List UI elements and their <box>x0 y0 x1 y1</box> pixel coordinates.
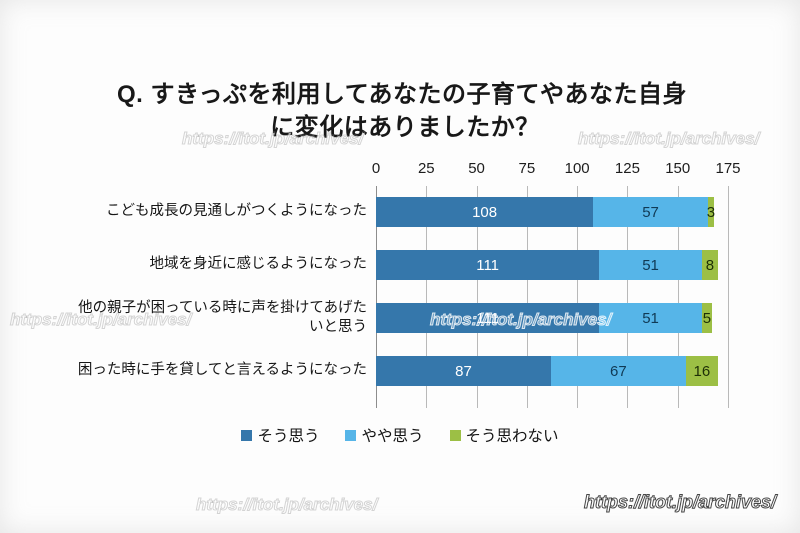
category-label-line: いと思う <box>309 319 367 335</box>
bar-segment: 111 <box>376 250 600 280</box>
bar-segment: 8 <box>701 250 718 280</box>
bar-value-label: 51 <box>642 309 659 327</box>
legend-item[interactable]: やや思う <box>345 424 424 446</box>
bar-segment: 51 <box>599 303 702 333</box>
stacked-bar: 111 51 5 <box>376 303 712 333</box>
watermark: https://itot.jp/archives/ <box>583 492 777 513</box>
plot-area: こども成長の見通しがつくようになった 108 57 3 地域を身近に感じるようになった 1… <box>20 186 780 408</box>
page-title-line-2: に変化はありましたか？ <box>270 114 540 142</box>
page-title-line-1: Q. すきっぷを利用してあなたの子育てやあなた自身 <box>116 81 688 108</box>
x-axis-tick-125: 125 <box>614 160 640 177</box>
bar-segment: 3 <box>706 197 716 227</box>
legend-label: やや思う <box>361 428 424 445</box>
bar-row: 地域を身近に感じるようになった 111 51 8 <box>20 239 780 291</box>
bar-rows: こども成長の見通しがつくようになった 108 57 3 地域を身近に感じるようになった 1… <box>20 186 780 408</box>
bar-row: こども成長の見通しがつくようになった 108 57 3 <box>20 186 780 238</box>
bar-value-label: 111 <box>476 309 500 327</box>
category-label-line: 他の親子が困っている時に声を掛けてあげた <box>78 299 367 316</box>
x-axis-tick-labels: 0 25 50 75 100 125 150 175 <box>20 160 780 182</box>
bar-value-label: 5 <box>702 309 712 327</box>
category-label-line: 困った時に手を貸してと言えるようになった <box>77 362 367 379</box>
x-axis-tick-75: 75 <box>518 160 536 177</box>
category-label-line: 地域を身近に感じるようになった <box>149 256 368 273</box>
legend-swatch-icon <box>241 429 253 441</box>
x-axis-tick-50: 50 <box>468 160 485 177</box>
bar-segment: 87 <box>376 356 551 386</box>
bar-segment: 111 <box>376 303 600 333</box>
bar-value-label: 8 <box>705 256 715 274</box>
bar-row: 他の親子が困っている時に声を掛けてあげたいと思う 111 51 5 <box>20 292 780 344</box>
stacked-bar: 108 57 3 <box>376 197 716 227</box>
x-axis-tick-0: 0 <box>371 160 381 177</box>
bar-value-label: 108 <box>472 203 498 221</box>
legend-item[interactable]: そう思わない <box>449 424 559 446</box>
gridline-150 <box>677 186 679 408</box>
category-label-line: こども成長の見通しがつくようになった <box>106 203 367 220</box>
bar-segment: 51 <box>599 250 702 280</box>
stacked-bar-chart: 0 25 50 75 100 125 150 175 こども成長の見通しがつくようになった 10… <box>20 160 780 410</box>
category-label: 困った時に手を貸してと言えるようになった <box>36 361 376 380</box>
watermark: https://itot.jp/archives/ <box>195 495 378 515</box>
gridline-50 <box>476 186 478 408</box>
bar-segment: 108 <box>376 197 594 227</box>
gridline-100 <box>577 186 579 408</box>
x-axis-tick-150: 150 <box>665 160 691 177</box>
legend-swatch-icon <box>449 429 461 441</box>
legend-swatch-icon <box>345 429 357 441</box>
x-axis-tick-175: 175 <box>715 160 741 177</box>
gridline-175 <box>728 186 729 408</box>
gridline-125 <box>627 186 629 408</box>
bar-value-label: 3 <box>706 203 716 221</box>
bar-value-label: 51 <box>642 256 659 274</box>
bar-segment: 67 <box>550 356 686 386</box>
category-label: 地域を身近に感じるようになった <box>36 255 376 274</box>
gridline-25 <box>426 186 428 408</box>
x-axis-tick-25: 25 <box>417 160 435 177</box>
category-label: 他の親子が困っている時に声を掛けてあげたいと思う <box>36 299 376 337</box>
bar-segment: 57 <box>593 197 708 227</box>
gridline-75 <box>526 186 528 408</box>
bar-segment: 5 <box>701 303 712 333</box>
x-axis-tick-100: 100 <box>564 160 590 177</box>
legend-item[interactable]: そう思う <box>241 424 319 446</box>
stacked-bar: 111 51 8 <box>376 250 718 280</box>
bar-value-label: 16 <box>693 362 711 380</box>
bar-value-label: 111 <box>476 256 500 274</box>
bar-value-label: 57 <box>642 203 659 221</box>
page-title: Q. すきっぷを利用してあなたの子育てやあなた自身 に変化はありましたか？ <box>0 78 800 144</box>
legend-label: そう思わない <box>465 428 559 445</box>
legend-label: そう思う <box>257 428 320 445</box>
category-label: こども成長の見通しがつくようになった <box>36 202 376 221</box>
bar-row: 困った時に手を貸してと言えるようになった 87 67 16 <box>20 345 780 397</box>
stacked-bar: 87 67 16 <box>376 356 718 386</box>
bar-segment: 16 <box>685 356 718 386</box>
gridline-0 <box>376 186 377 408</box>
bar-value-label: 87 <box>455 362 472 380</box>
bar-value-label: 67 <box>610 362 627 380</box>
chart-legend: そう思う やや思う そう思わない <box>0 424 800 446</box>
